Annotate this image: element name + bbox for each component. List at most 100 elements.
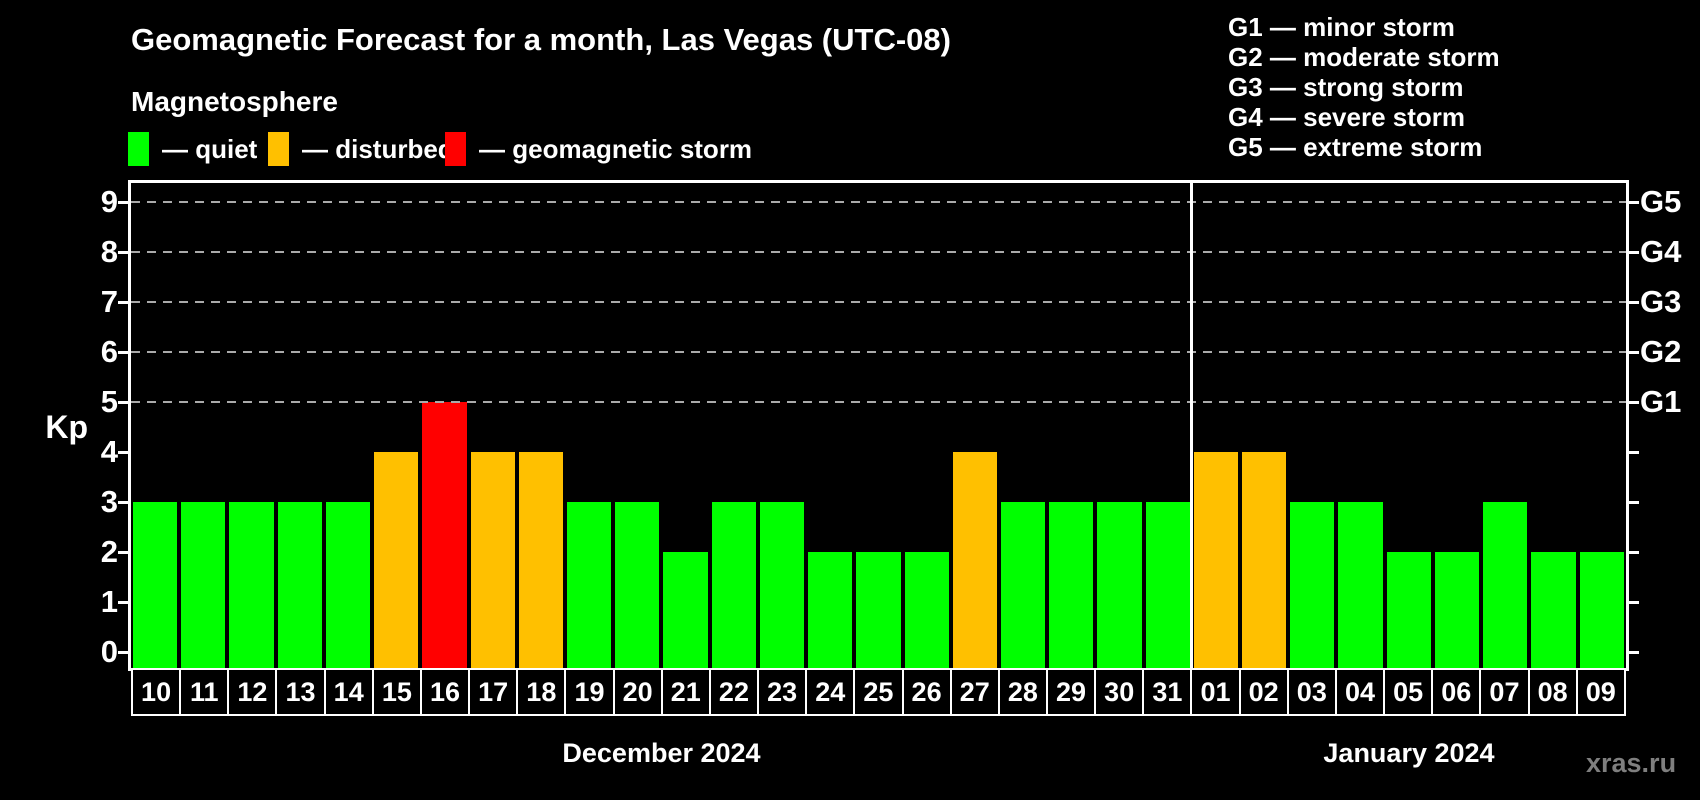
kp-bar-day-26 xyxy=(904,552,949,668)
kp-bar-day-29 xyxy=(1049,502,1094,668)
x-axis-date-label: 20 xyxy=(612,668,663,716)
bar-slot xyxy=(372,183,420,668)
storm-color-swatch xyxy=(445,132,466,166)
x-axis-date-label: 13 xyxy=(275,668,326,716)
x-axis-date-label: 30 xyxy=(1094,668,1145,716)
kp-bar-day-13 xyxy=(277,502,322,668)
kp-bar-day-10 xyxy=(133,502,178,668)
kp-bar-day-21 xyxy=(663,552,708,668)
gridline-kp5 xyxy=(131,401,1626,403)
month-label-january: January 2024 xyxy=(1323,738,1495,768)
y-axis-tick xyxy=(1628,451,1639,454)
kp-bar-day-03 xyxy=(1290,502,1335,668)
kp-bar-day-04 xyxy=(1338,502,1383,668)
y-axis-tick xyxy=(1628,401,1639,404)
kp-bar-day-31 xyxy=(1145,502,1190,668)
bar-slot xyxy=(613,183,661,668)
kp-bar-day-25 xyxy=(856,552,901,668)
quiet-color-swatch xyxy=(128,132,149,166)
legend-item-disturbed: — disturbed xyxy=(268,130,454,168)
y-axis-tick-label: 3 xyxy=(100,484,118,519)
y-axis-tick-label: 0 xyxy=(100,634,118,669)
gridline-kp7 xyxy=(131,301,1626,303)
y-axis-tick xyxy=(118,351,129,354)
legend-item-quiet: — quiet xyxy=(128,130,257,168)
chart-title: Geomagnetic Forecast for a month, Las Ve… xyxy=(131,22,951,57)
kp-bar-day-14 xyxy=(325,502,371,668)
kp-bar-day-08 xyxy=(1531,552,1576,668)
y-axis-tick xyxy=(1628,251,1639,254)
y-axis-tick xyxy=(1628,301,1639,304)
bar-slot xyxy=(1240,183,1288,668)
bar-slot xyxy=(1288,183,1336,668)
x-axis-date-label: 11 xyxy=(179,668,230,716)
kp-bar-day-06 xyxy=(1434,552,1480,668)
gridline-kp9 xyxy=(131,201,1626,203)
x-axis-date-label: 16 xyxy=(419,668,471,716)
bar-slot xyxy=(1192,183,1240,668)
y-axis-tick-label: 5 xyxy=(100,384,118,419)
y-axis-tick xyxy=(118,251,129,254)
x-axis-date-label: 04 xyxy=(1334,668,1386,716)
month-label-december: December 2024 xyxy=(562,738,761,768)
bar-slot xyxy=(1095,183,1143,668)
kp-bar-day-23 xyxy=(759,502,805,668)
bar-slot xyxy=(179,183,227,668)
bar-slot xyxy=(324,183,372,668)
x-axis-date-row: 10 11 12 13 14 15 16 17 18 19 20 21 22 23 24 25 26 27 28 29… xyxy=(131,668,1626,716)
x-axis-date-label: 07 xyxy=(1479,668,1530,716)
y-axis-tick xyxy=(118,201,129,204)
legend-label: — disturbed xyxy=(302,133,454,164)
watermark: xras.ru xyxy=(1586,748,1677,778)
bar-slot xyxy=(758,183,806,668)
x-axis-date-label: 31 xyxy=(1142,668,1193,716)
g-legend-item-g1: G1 — minor storm xyxy=(1228,12,1455,42)
x-axis-date-label: 10 xyxy=(131,668,182,716)
kp-bar-day-28 xyxy=(1000,502,1046,668)
x-axis-date-label: 29 xyxy=(1045,668,1097,716)
x-axis-date-label: 05 xyxy=(1383,668,1434,716)
bar-slot xyxy=(469,183,517,668)
x-axis-date-label: 22 xyxy=(708,668,760,716)
right-axis-label-g2: G2 xyxy=(1640,334,1682,369)
y-axis-tick xyxy=(1628,501,1639,504)
right-axis-label-g4: G4 xyxy=(1640,234,1682,269)
kp-bar-day-09 xyxy=(1579,552,1624,668)
x-axis-date-label: 09 xyxy=(1575,668,1626,716)
bar-slot xyxy=(1385,183,1433,668)
y-axis-tick xyxy=(1628,551,1639,554)
right-axis-label-g3: G3 xyxy=(1640,284,1682,319)
bar-slot xyxy=(1578,183,1626,668)
y-axis-tick xyxy=(118,601,129,604)
bar-slot xyxy=(951,183,999,668)
kp-bar-day-18 xyxy=(518,452,563,668)
x-axis-date-label: 27 xyxy=(949,668,1000,716)
kp-bar-day-20 xyxy=(615,502,660,668)
legend-item-storm: — geomagnetic storm xyxy=(445,130,752,168)
g-legend-item-g2: G2 — moderate storm xyxy=(1228,42,1500,72)
kp-bar-day-19 xyxy=(566,502,612,668)
gridline-kp6 xyxy=(131,351,1626,353)
kp-bar-day-22 xyxy=(711,502,756,668)
bar-slot xyxy=(1529,183,1577,668)
bar-slot xyxy=(661,183,709,668)
bar-slot xyxy=(276,183,324,668)
bar-slot xyxy=(710,183,758,668)
x-axis-date-label: 28 xyxy=(997,668,1048,716)
x-axis-date-label: 17 xyxy=(468,668,519,716)
bar-slot xyxy=(517,183,565,668)
bar-slot xyxy=(806,183,854,668)
right-axis-label-g1: G1 xyxy=(1640,384,1682,419)
x-axis-date-label: 06 xyxy=(1431,668,1482,716)
kp-bar-day-01 xyxy=(1193,452,1239,668)
y-axis-tick xyxy=(1628,601,1639,604)
y-axis-tick-label: 7 xyxy=(100,284,118,319)
y-axis-tick xyxy=(118,301,129,304)
y-axis-tick xyxy=(1628,351,1639,354)
x-axis-date-label: 25 xyxy=(853,668,904,716)
y-axis-tick-label: 4 xyxy=(100,434,118,469)
x-axis-date-label: 26 xyxy=(901,668,952,716)
g-legend-item-g3: G3 — strong storm xyxy=(1228,72,1464,102)
bar-slot xyxy=(420,183,468,668)
